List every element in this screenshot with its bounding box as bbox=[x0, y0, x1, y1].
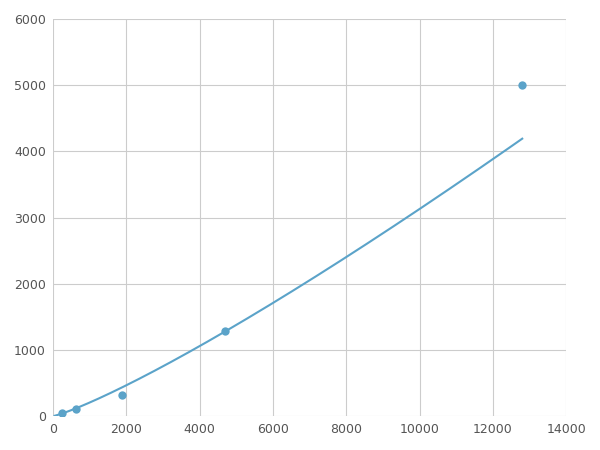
Point bbox=[71, 405, 80, 413]
Point bbox=[517, 81, 527, 89]
Point bbox=[57, 409, 67, 416]
Point bbox=[117, 392, 127, 399]
Point bbox=[220, 328, 230, 335]
